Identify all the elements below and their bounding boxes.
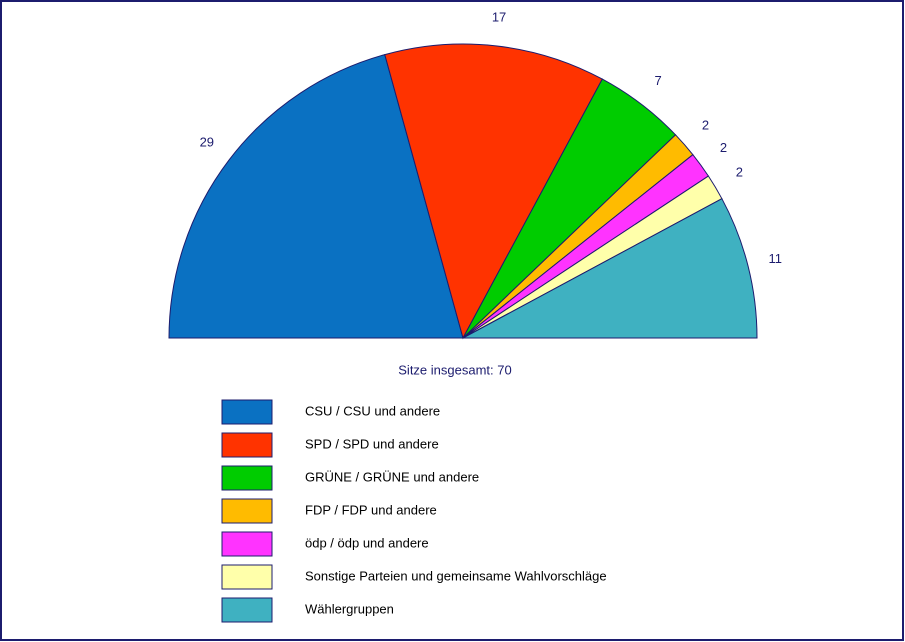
legend-label: SPD / SPD und andere	[305, 436, 439, 451]
value-label: 2	[702, 118, 709, 133]
value-label: 2	[720, 140, 727, 155]
legend-swatch	[221, 399, 273, 425]
value-label: 7	[654, 73, 661, 88]
legend-label: ödp / ödp und andere	[305, 535, 429, 550]
legend-label: FDP / FDP und andere	[305, 502, 437, 517]
legend-swatch	[221, 498, 273, 524]
legend-label: Sonstige Parteien und gemeinsame Wahlvor…	[305, 568, 607, 583]
legend-label: Wählergruppen	[305, 601, 394, 616]
value-label: 29	[200, 134, 214, 149]
value-label: 11	[768, 251, 782, 266]
value-label: 17	[492, 9, 506, 24]
value-label: 2	[736, 164, 743, 179]
legend-swatch	[221, 531, 273, 557]
slice	[168, 53, 464, 339]
legend-swatch	[221, 465, 273, 491]
slice	[462, 198, 758, 339]
slice	[384, 43, 603, 340]
legend-label: GRÜNE / GRÜNE und andere	[305, 469, 479, 484]
legend-label: CSU / CSU und andere	[305, 403, 440, 418]
legend-swatch	[221, 597, 273, 623]
legend-swatch	[221, 432, 273, 458]
legend-swatch	[221, 564, 273, 590]
chart-subtitle: Sitze insgesamt: 70	[398, 362, 511, 377]
